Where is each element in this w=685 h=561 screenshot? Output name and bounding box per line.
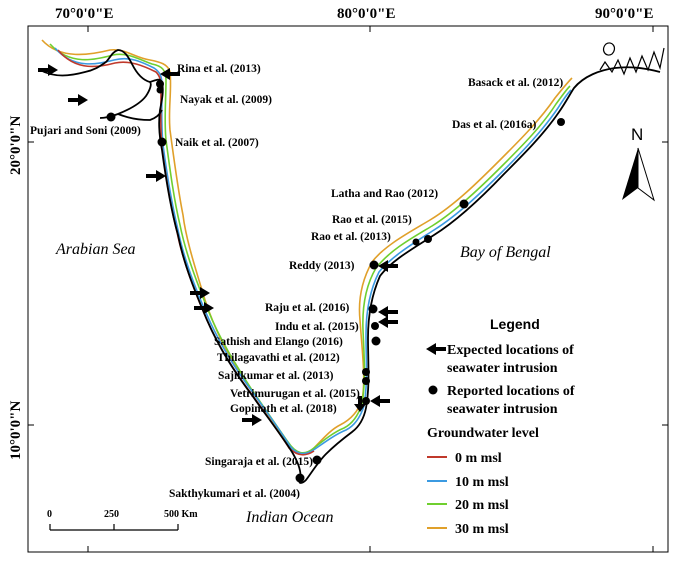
north-arrow-label: N <box>631 125 643 144</box>
ref-label: Rina et al. (2013) <box>177 63 261 75</box>
north-arrow: N <box>622 125 655 202</box>
legend-gw-title: Groundwater level <box>427 426 539 441</box>
legend-expected-line2: seawater intrusion <box>447 361 558 376</box>
sea-label-arabian: Arabian Sea <box>55 241 136 258</box>
expected-locations <box>38 64 398 426</box>
scale-label-500: 500 Km <box>164 509 198 520</box>
ref-label: Basack et al. (2012) <box>468 77 563 89</box>
reference-labels: Rina et al. (2013) Nayak et al. (2009) P… <box>30 63 563 500</box>
lon-label-90: 90°0'0"E <box>595 6 654 22</box>
ref-label: Nayak et al. (2009) <box>180 94 272 106</box>
lat-label-10: 10°0'0"N <box>8 401 24 460</box>
legend-reported-line2: seawater intrusion <box>447 402 558 417</box>
ref-label: Sathish and Elango (2016) <box>214 336 343 348</box>
lat-label-20: 20°0'0"N <box>8 116 24 175</box>
coastline-west <box>39 49 661 484</box>
legend-level-10m: 10 m msl <box>455 475 509 490</box>
north-arrow-icon <box>622 148 638 200</box>
legend-level-20m: 20 m msl <box>455 498 509 513</box>
ref-label: Rao et al. (2013) <box>311 231 391 243</box>
sea-label-bengal: Bay of Bengal <box>460 244 551 261</box>
ref-label: Thilagavathi et al. (2012) <box>217 352 340 364</box>
scale-label-250: 250 <box>104 509 119 520</box>
legend-level-0m: 0 m msl <box>455 451 502 466</box>
legend-level-30m: 30 m msl <box>455 522 509 537</box>
coastline-gulf-khambhat <box>117 109 163 121</box>
delta-region <box>599 42 665 76</box>
legend-reported-line1: Reported locations of <box>447 384 575 399</box>
scale-bar: 0 250 500 Km <box>47 509 198 531</box>
ref-label: Latha and Rao (2012) <box>331 188 438 200</box>
ref-label: Pujari and Soni (2009) <box>30 125 141 137</box>
map-frame <box>27 25 669 553</box>
ref-label: Indu et al. (2015) <box>275 321 359 333</box>
ref-label: Vetrimurugan et al. (2015) <box>230 388 360 400</box>
graticule-ticks <box>28 26 668 552</box>
ref-label: Rao et al. (2015) <box>332 214 412 226</box>
ref-label: Naik et al. (2007) <box>175 137 259 149</box>
ref-label: Gopinath et al. (2018) <box>230 403 337 415</box>
ref-label: Sakthykumari et al. (2004) <box>169 488 300 500</box>
legend-expected-line1: Expected locations of <box>447 343 574 358</box>
scale-label-0: 0 <box>47 509 52 520</box>
ref-label: Sajilkumar et al. (2013) <box>218 370 334 382</box>
legend-title: Legend <box>490 316 540 332</box>
sea-label-indian: Indian Ocean <box>245 509 334 526</box>
lon-label-70: 70°0'0"E <box>55 6 114 22</box>
ref-label: Singaraja et al. (2015) <box>205 456 313 468</box>
ref-label: Reddy (2013) <box>289 260 355 272</box>
ref-label: Raju et al. (2016) <box>265 302 349 314</box>
legend-arrow-icon <box>426 343 446 355</box>
reported-locations <box>106 80 565 483</box>
legend: Legend Expected locations of seawater in… <box>426 316 575 537</box>
lon-label-80: 80°0'0"E <box>337 6 396 22</box>
legend-dot-icon <box>428 385 438 395</box>
ref-label: Das et al. (2016a) <box>452 119 536 131</box>
coastline <box>39 49 661 484</box>
